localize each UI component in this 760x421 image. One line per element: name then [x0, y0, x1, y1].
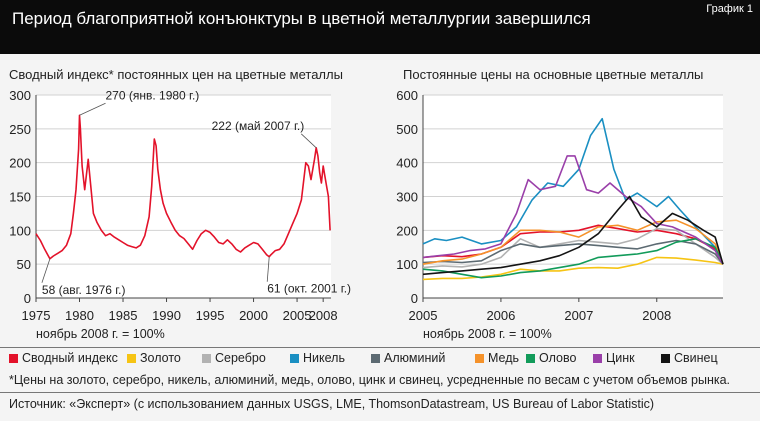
legend-item: Золото — [127, 351, 181, 365]
chart1-annotation: 61 (окт. 2001 г.) — [267, 282, 351, 296]
legend-swatch — [526, 353, 535, 363]
legend-item: Сводный индекс — [9, 351, 118, 365]
chart2-series-line — [422, 117, 724, 265]
separator-bottom — [0, 392, 760, 393]
chart1-x-tick-label: 1975 — [22, 308, 51, 323]
legend-swatch — [371, 353, 380, 363]
right-chart-note: ноябрь 2008 г. = 100% — [423, 327, 552, 341]
chart1-x-tick-label: 2005 — [283, 308, 312, 323]
legend-item: Олово — [526, 351, 576, 365]
chart1-series-line — [35, 114, 331, 260]
chart1-annotation: 222 (май 2007 г.) — [212, 119, 305, 133]
legend-label: Серебро — [215, 351, 266, 365]
chart2-y-tick-label: 0 — [411, 291, 418, 306]
legend-swatch — [290, 353, 299, 363]
figure-title: Период благоприятной конъюнктуры в цветн… — [12, 9, 591, 28]
chart1-x-tick-label: 1990 — [152, 308, 181, 323]
legend-swatch — [9, 353, 18, 363]
legend: Сводный индекс Золото Серебро Никель Алюмини… — [9, 351, 754, 369]
chart1-annotation-leader — [300, 133, 317, 149]
chart2-x-tick-label: 2008 — [642, 308, 671, 323]
legend-item: Никель — [290, 351, 345, 365]
chart1-x-tick-label: 2000 — [239, 308, 268, 323]
chart2-y-tick-label: 300 — [396, 190, 418, 205]
chart1-y-tick-label: 0 — [24, 291, 31, 306]
legend-label: Алюминий — [384, 351, 446, 365]
left-chart-title: Сводный индекс* постоянных цен на цветны… — [9, 67, 343, 82]
chart1-x-tick-label: 2008 — [309, 308, 338, 323]
chart2-series-line — [422, 195, 724, 276]
legend-label: Никель — [303, 351, 345, 365]
chart2-series-line — [422, 219, 724, 265]
chart1-y-tick-label: 200 — [9, 156, 31, 171]
chart2-x-tick-label: 2006 — [486, 308, 515, 323]
legend-item: Медь — [475, 351, 519, 365]
legend-swatch — [127, 353, 136, 363]
chart1-x-tick-label: 1985 — [109, 308, 138, 323]
chart2-series-line — [422, 238, 724, 279]
chart1-annotation-leader — [41, 258, 51, 283]
chart2-y-tick-label: 100 — [396, 257, 418, 272]
chart1-annotation: 270 (янв. 1980 г.) — [106, 88, 200, 102]
chart2-series-line — [422, 155, 724, 265]
legend-label: Золото — [140, 351, 181, 365]
chart1-y-tick-label: 250 — [9, 122, 31, 137]
legend-label: Сводный индекс — [22, 351, 118, 365]
legend-item: Свинец — [661, 351, 718, 365]
legend-label: Медь — [488, 351, 520, 365]
chart2-y-tick-label: 500 — [396, 122, 418, 137]
right-chart-title: Постоянные цены на основные цветные мета… — [403, 67, 704, 82]
chart2-y-tick-label: 200 — [396, 223, 418, 238]
source-note: Источник: «Эксперт» (с использованием да… — [9, 397, 655, 411]
legend-swatch — [475, 353, 484, 363]
legend-item: Серебро — [202, 351, 266, 365]
chart1-x-tick-label: 1995 — [196, 308, 225, 323]
chart2-y-tick-label: 600 — [396, 88, 418, 103]
separator-top — [0, 347, 760, 348]
legend-swatch — [661, 353, 670, 363]
chart1-annotation: 58 (авг. 1976 г.) — [42, 283, 126, 297]
chart1-y-tick-label: 50 — [17, 257, 31, 272]
chart1-x-tick-label: 1980 — [65, 308, 94, 323]
chart1-y-tick-label: 150 — [9, 190, 31, 205]
chart2-x-tick-label: 2007 — [564, 308, 593, 323]
left-chart-note: ноябрь 2008 г. = 100% — [36, 327, 165, 341]
legend-label: Цинк — [606, 351, 635, 365]
legend-swatch — [593, 353, 602, 363]
legend-swatch — [202, 353, 211, 363]
figure-badge: График 1 — [706, 3, 753, 15]
legend-item: Цинк — [593, 351, 635, 365]
chart1-y-tick-label: 300 — [9, 88, 31, 103]
legend-item: Алюминий — [371, 351, 445, 365]
chart2-series-line — [422, 227, 724, 269]
chart2-y-tick-label: 400 — [396, 156, 418, 171]
chart1-annotation-leader — [79, 102, 106, 116]
legend-label: Свинец — [674, 351, 718, 365]
chart1-y-tick-label: 100 — [9, 223, 31, 238]
footnote: *Цены на золото, серебро, никель, алюмин… — [9, 373, 731, 387]
chart2-x-tick-label: 2005 — [409, 308, 438, 323]
legend-label: Олово — [539, 351, 577, 365]
header-bar: Период благоприятной конъюнктуры в цветн… — [0, 0, 760, 54]
chart1-annotation-leader — [266, 256, 270, 282]
chart2-series-line — [422, 256, 724, 281]
